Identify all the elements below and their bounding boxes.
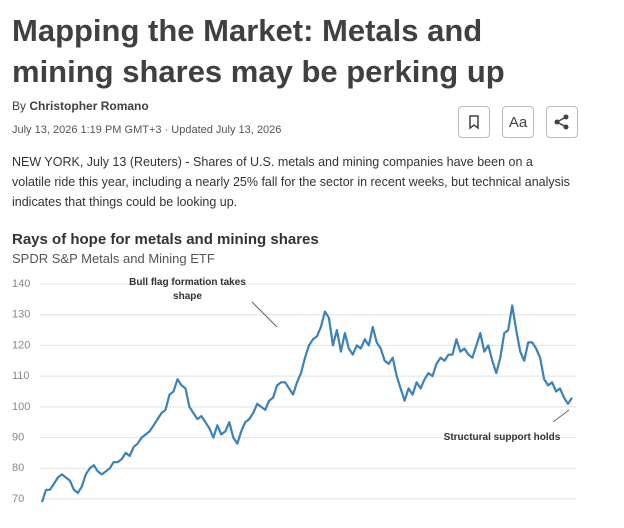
- chart: 140 130 120 110 100 90 80 70: [12, 278, 576, 505]
- annotation-arrow: [552, 409, 570, 423]
- y-tick-label: 80: [12, 462, 24, 474]
- y-tick-label: 70: [12, 493, 24, 505]
- text-size-button[interactable]: Aa: [502, 106, 534, 138]
- y-tick-label: 100: [12, 401, 30, 413]
- dateline: July 13, 2026 1:19 PM GMT+3 · Updated Ju…: [12, 124, 282, 136]
- bookmark-button[interactable]: [458, 106, 490, 138]
- share-button[interactable]: [546, 106, 578, 138]
- headline: Mapping the Market: Metals and mining sh…: [12, 13, 505, 89]
- y-tick-label: 130: [12, 309, 30, 321]
- byline: By Christopher Romano: [12, 99, 149, 113]
- annotation: Structural support holds: [443, 432, 561, 443]
- price-line: [40, 304, 573, 503]
- y-tick-label: 110: [12, 370, 30, 382]
- y-tick-label: 140: [12, 278, 30, 290]
- y-tick-label: 90: [12, 431, 24, 443]
- byline-prefix: By: [12, 99, 27, 113]
- chart-title: Rays of hope for metals and mining share…: [12, 231, 319, 248]
- y-tick-label: 120: [12, 339, 30, 351]
- article-paragraph: NEW YORK, July 13 (Reuters) - Shares of …: [12, 155, 570, 209]
- share-icon: [554, 114, 569, 130]
- annotation-arrow: [251, 301, 278, 328]
- author[interactable]: Christopher Romano: [29, 99, 149, 113]
- annotation: Bull flag formation takes shape: [129, 277, 246, 302]
- bookmark-icon: [469, 115, 479, 130]
- chart-subtitle: SPDR S&P Metals and Mining ETF: [12, 251, 215, 266]
